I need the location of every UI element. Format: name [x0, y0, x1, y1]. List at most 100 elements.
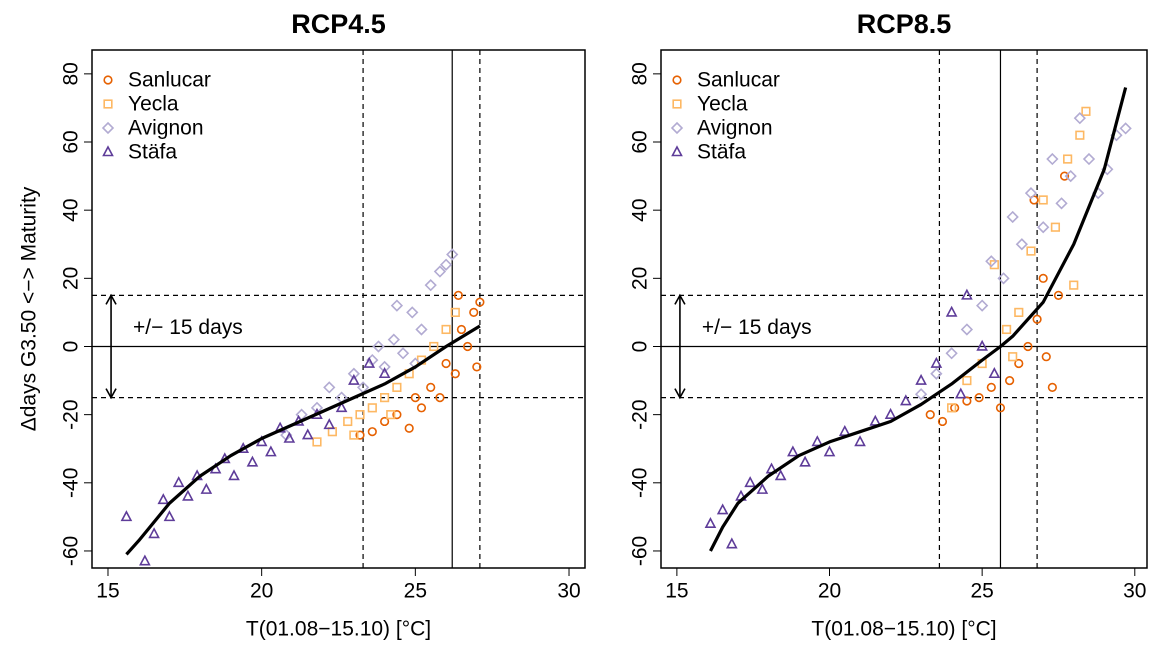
legend-label: Stäfa [697, 141, 746, 164]
x-tick-label: 15 [96, 580, 119, 603]
point [1006, 210, 1019, 224]
y-tick-label: 20 [60, 267, 83, 290]
point [985, 255, 998, 268]
legend-label: Yecla [697, 93, 748, 116]
point [961, 288, 973, 300]
annotation: +/− 15 days [133, 316, 243, 339]
point [392, 410, 402, 420]
point [323, 418, 336, 430]
point [854, 435, 866, 447]
point [716, 503, 729, 515]
y-tick-label: 0 [60, 341, 83, 353]
x-tick-label: 30 [557, 580, 580, 603]
point [945, 347, 958, 360]
point [989, 260, 999, 270]
point [283, 431, 296, 443]
point [1041, 352, 1051, 362]
point [811, 435, 824, 447]
y-tick-label: -20 [629, 399, 652, 429]
point [355, 410, 365, 420]
point [312, 437, 322, 447]
point [410, 393, 420, 403]
point [265, 445, 277, 457]
point [139, 554, 151, 566]
point [103, 75, 113, 85]
point [1037, 221, 1050, 234]
x-axis-label: T(01.08−15.10) [°C] [811, 618, 996, 641]
point [1038, 273, 1048, 283]
point [672, 99, 682, 109]
point [1047, 382, 1057, 392]
y-tick-label: 40 [60, 198, 83, 221]
x-tick-label: 15 [665, 580, 688, 603]
y-tick-label: 40 [629, 198, 652, 221]
point [101, 121, 115, 135]
point [671, 145, 683, 157]
point [200, 482, 213, 494]
point [1082, 152, 1096, 166]
point [390, 299, 404, 312]
point [404, 423, 414, 433]
y-tick-label: 60 [60, 130, 83, 153]
point [799, 455, 811, 467]
point [1038, 195, 1048, 205]
point [157, 493, 170, 505]
point [380, 416, 390, 427]
point [670, 121, 684, 135]
point [148, 527, 160, 539]
point [1053, 290, 1064, 300]
point [947, 403, 957, 413]
point [372, 340, 385, 353]
point [416, 403, 427, 413]
point [367, 427, 377, 437]
point [823, 445, 836, 457]
point [915, 373, 927, 385]
point [456, 324, 467, 335]
point [1069, 280, 1079, 290]
point [450, 369, 460, 379]
point [367, 403, 377, 413]
point [1046, 152, 1059, 166]
point [1024, 187, 1038, 200]
y-tick-label: 80 [60, 62, 83, 85]
y-tick-label: -40 [60, 468, 83, 498]
point [424, 279, 437, 292]
plot-frame [660, 49, 1148, 569]
point [120, 510, 133, 522]
x-tick-label: 30 [1123, 580, 1146, 603]
point [103, 99, 113, 109]
point [386, 410, 396, 420]
point [406, 306, 419, 319]
point [960, 323, 974, 336]
point [228, 469, 240, 481]
point [1015, 238, 1028, 251]
point [1014, 307, 1024, 318]
point [787, 445, 799, 457]
point [469, 307, 479, 318]
point [914, 388, 928, 401]
point [988, 367, 1001, 379]
point [301, 428, 314, 440]
point [1023, 341, 1033, 352]
point [378, 360, 391, 374]
point [439, 258, 453, 271]
point [246, 455, 259, 467]
point [1073, 112, 1086, 125]
point [1059, 171, 1070, 181]
point [1075, 130, 1085, 140]
legend-label: Sanlucar [128, 69, 211, 92]
point [930, 356, 943, 368]
point [925, 410, 935, 420]
point [102, 145, 114, 157]
legend-label: Sanlucar [697, 69, 780, 92]
point [1064, 169, 1077, 183]
point [1055, 197, 1068, 210]
x-tick-label: 20 [818, 580, 841, 603]
legend-label: Yecla [128, 93, 179, 116]
point [884, 407, 897, 419]
point [1001, 324, 1012, 335]
point [453, 290, 463, 300]
point [415, 323, 428, 336]
x-tick-label: 25 [404, 580, 427, 603]
